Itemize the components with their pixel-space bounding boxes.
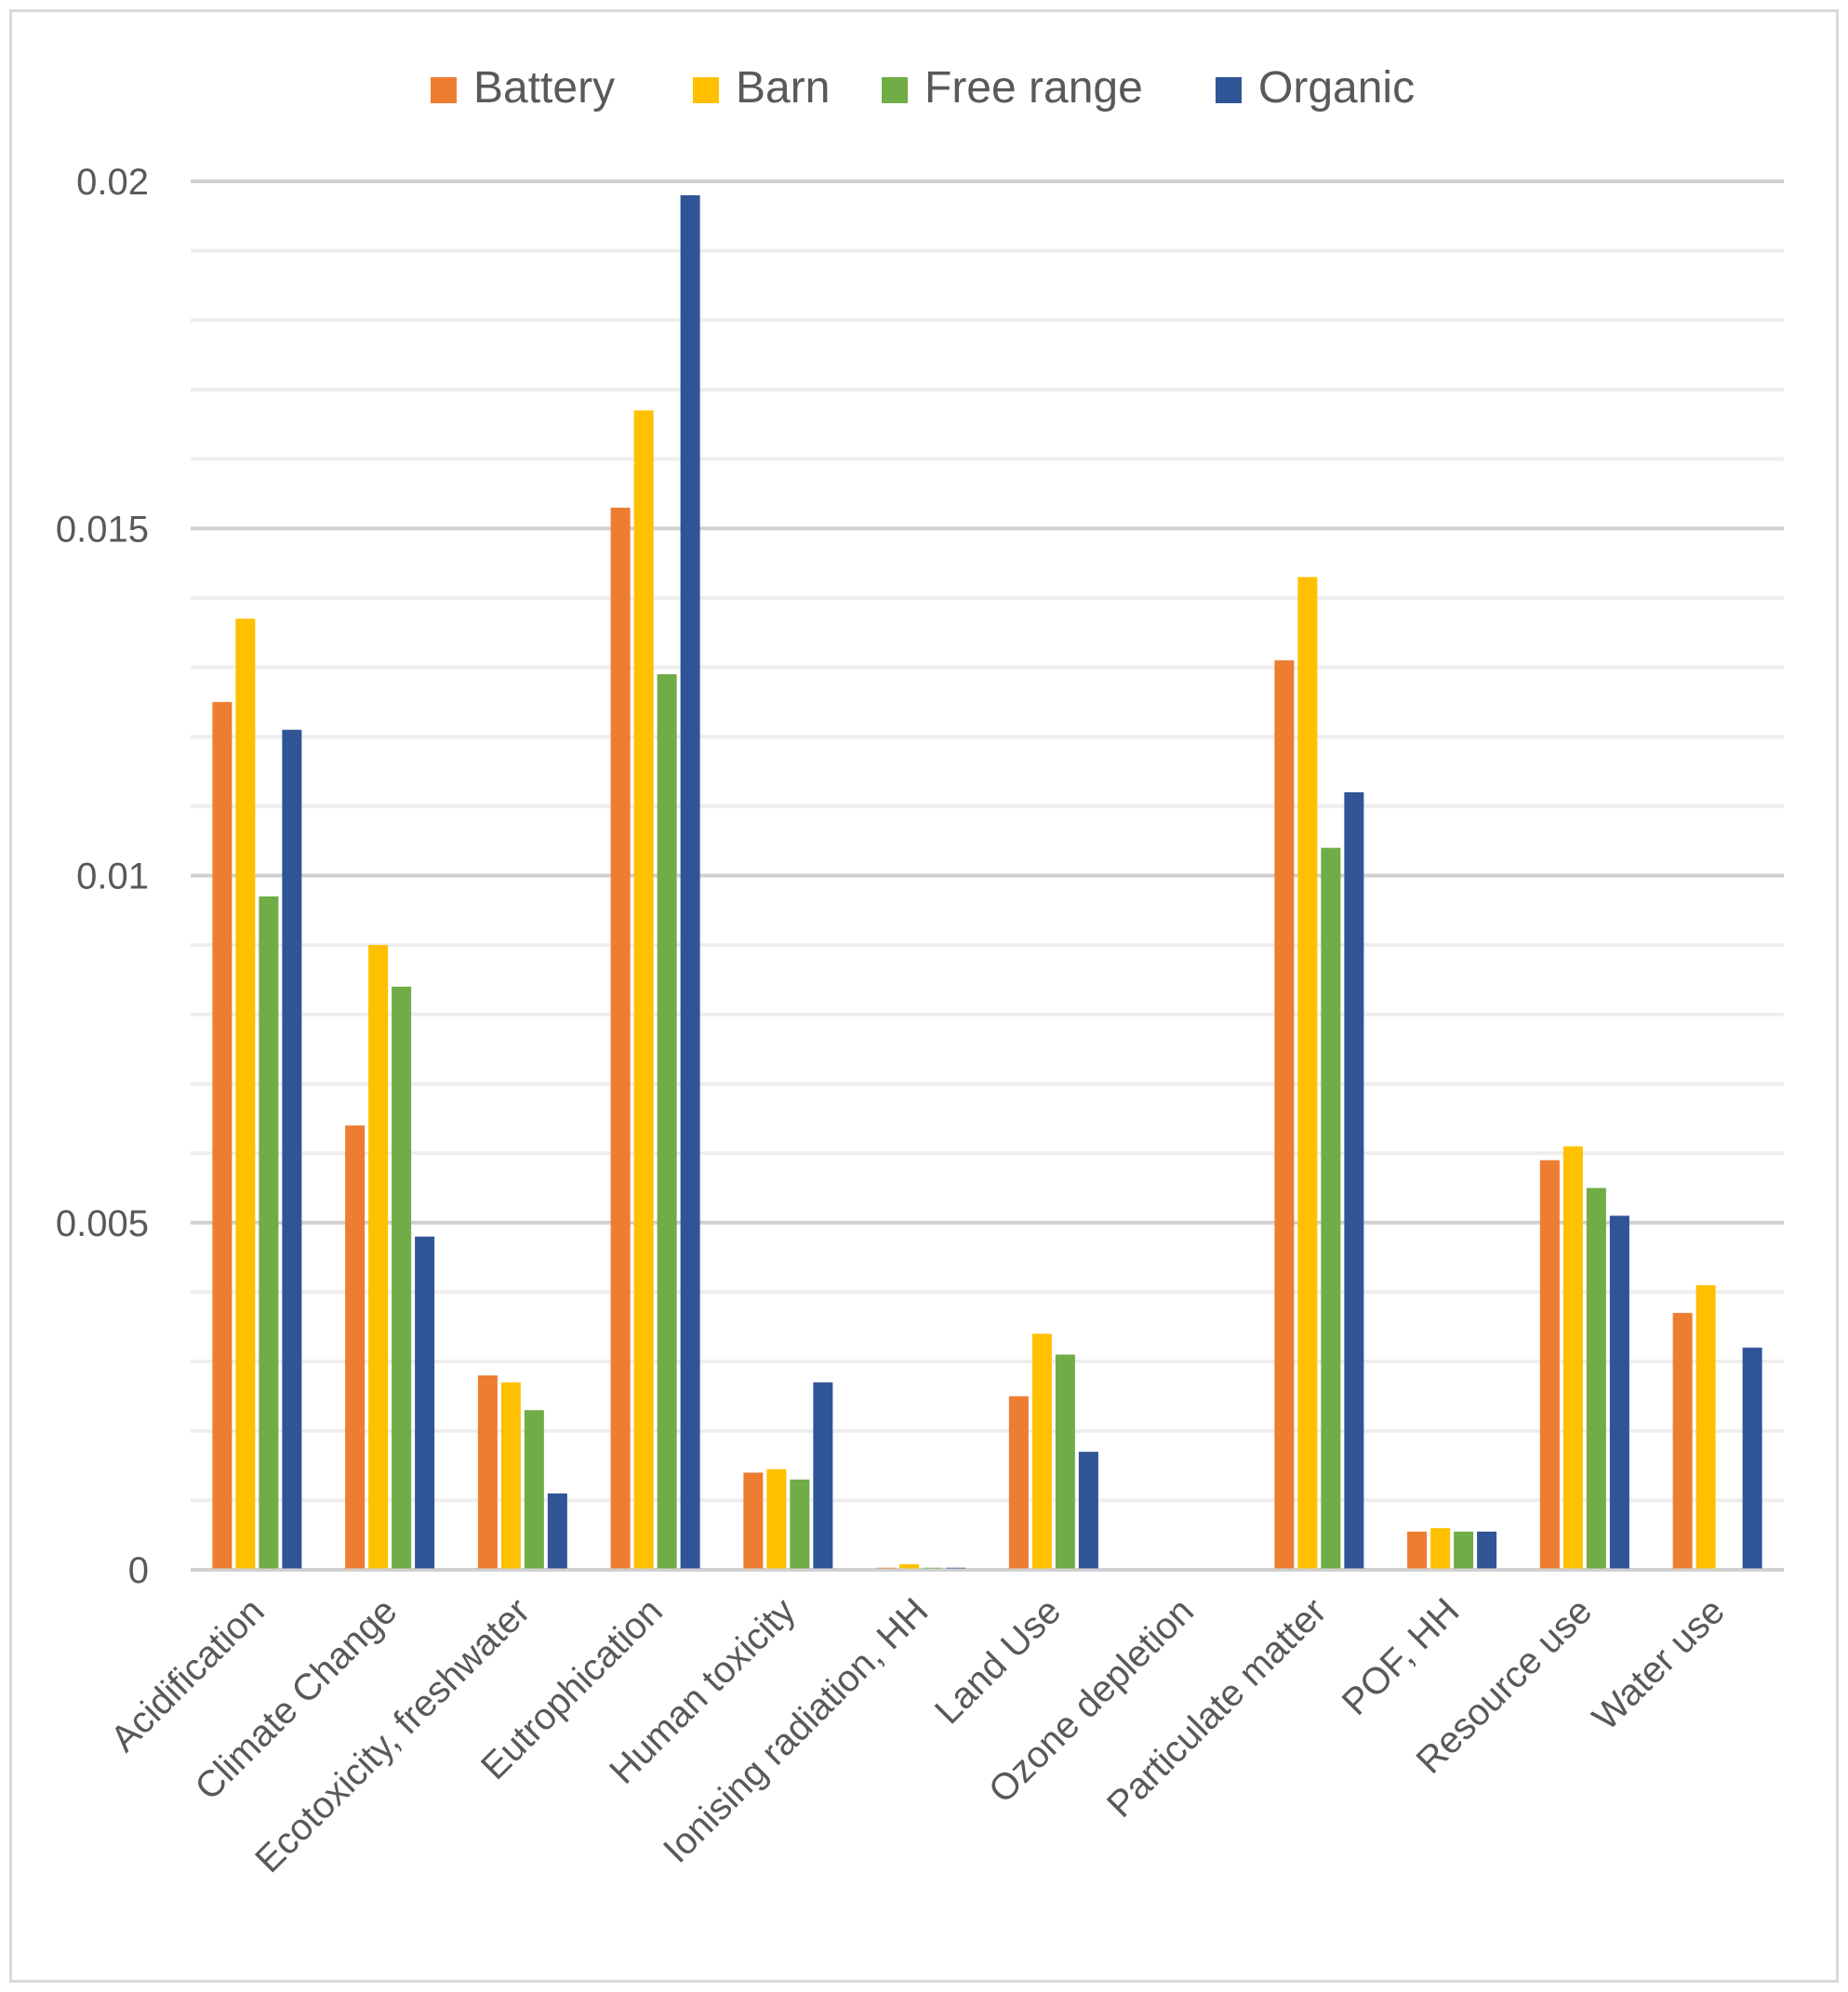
x-tick-label: Particulate matter: [1099, 1590, 1335, 1826]
legend-swatch: [1216, 77, 1242, 103]
bar-free-range: [1055, 1354, 1075, 1570]
bar-barn: [1297, 577, 1318, 1570]
y-tick-label: 0.02: [76, 162, 149, 203]
x-tick-label: Water use: [1585, 1590, 1733, 1738]
bar-battery: [1539, 1160, 1560, 1570]
bars: [191, 194, 1784, 1572]
bar-free-range: [1321, 847, 1341, 1570]
legend-swatch: [882, 77, 908, 103]
bar-barn: [633, 410, 654, 1571]
bar-barn: [899, 1564, 920, 1570]
bar-free-range: [790, 1479, 810, 1570]
x-tick-label: POF, HH: [1335, 1590, 1468, 1723]
bar-barn: [500, 1382, 521, 1570]
bar-barn: [1031, 1334, 1052, 1570]
bar-free-range: [657, 674, 677, 1570]
x-tick-label: Land Use: [927, 1590, 1069, 1732]
bar-battery: [345, 1125, 366, 1570]
bar-barn: [368, 945, 389, 1570]
legend-label: Organic: [1258, 63, 1415, 113]
bar-organic: [813, 1382, 833, 1570]
bar-barn: [766, 1468, 787, 1570]
bar-battery: [743, 1472, 764, 1570]
bar-free-range: [392, 986, 412, 1570]
bar-free-range: [1454, 1531, 1474, 1570]
bar-organic: [1078, 1452, 1098, 1570]
y-axis: 0 0.005 0.01 0.015 0.02: [56, 162, 149, 1591]
x-tick-label: Ecotoxicity, freshwater: [247, 1590, 538, 1880]
bar-organic: [1344, 791, 1364, 1570]
bar-organic: [1609, 1215, 1629, 1570]
bar-barn: [1430, 1528, 1451, 1570]
bar-organic: [547, 1493, 567, 1570]
bar-organic: [282, 729, 302, 1570]
legend-label: Barn: [736, 63, 830, 113]
y-tick-label: 0: [128, 1550, 149, 1591]
y-tick-label: 0.005: [56, 1203, 149, 1244]
bar-battery: [212, 701, 233, 1570]
bar-barn: [1562, 1146, 1583, 1570]
legend: Battery Barn Free range Organic: [431, 63, 1415, 113]
bar-barn: [235, 618, 256, 1570]
bar-battery: [1008, 1396, 1029, 1570]
bar-battery: [1672, 1312, 1693, 1570]
bar-free-range: [524, 1410, 544, 1570]
x-tick-label: Ionising radiation, HH: [656, 1590, 937, 1871]
bar-battery: [1274, 660, 1295, 1570]
chart-frame: [9, 9, 1839, 1983]
bar-organic: [1742, 1348, 1762, 1570]
y-tick-label: 0.015: [56, 509, 149, 550]
bar-organic: [680, 194, 700, 1571]
bar-organic: [1477, 1531, 1497, 1570]
legend-swatch: [431, 77, 457, 103]
bar-battery: [1407, 1531, 1428, 1570]
bar-battery: [610, 507, 631, 1570]
bar-organic: [415, 1236, 435, 1570]
bar-barn: [1695, 1284, 1716, 1570]
bar-free-range: [1586, 1188, 1606, 1570]
bar-free-range: [259, 896, 279, 1570]
y-tick-label: 0.01: [76, 857, 149, 897]
legend-label: Free range: [924, 63, 1143, 113]
bar-battery: [477, 1374, 498, 1570]
legend-swatch: [693, 77, 719, 103]
legend-label: Battery: [473, 63, 615, 113]
